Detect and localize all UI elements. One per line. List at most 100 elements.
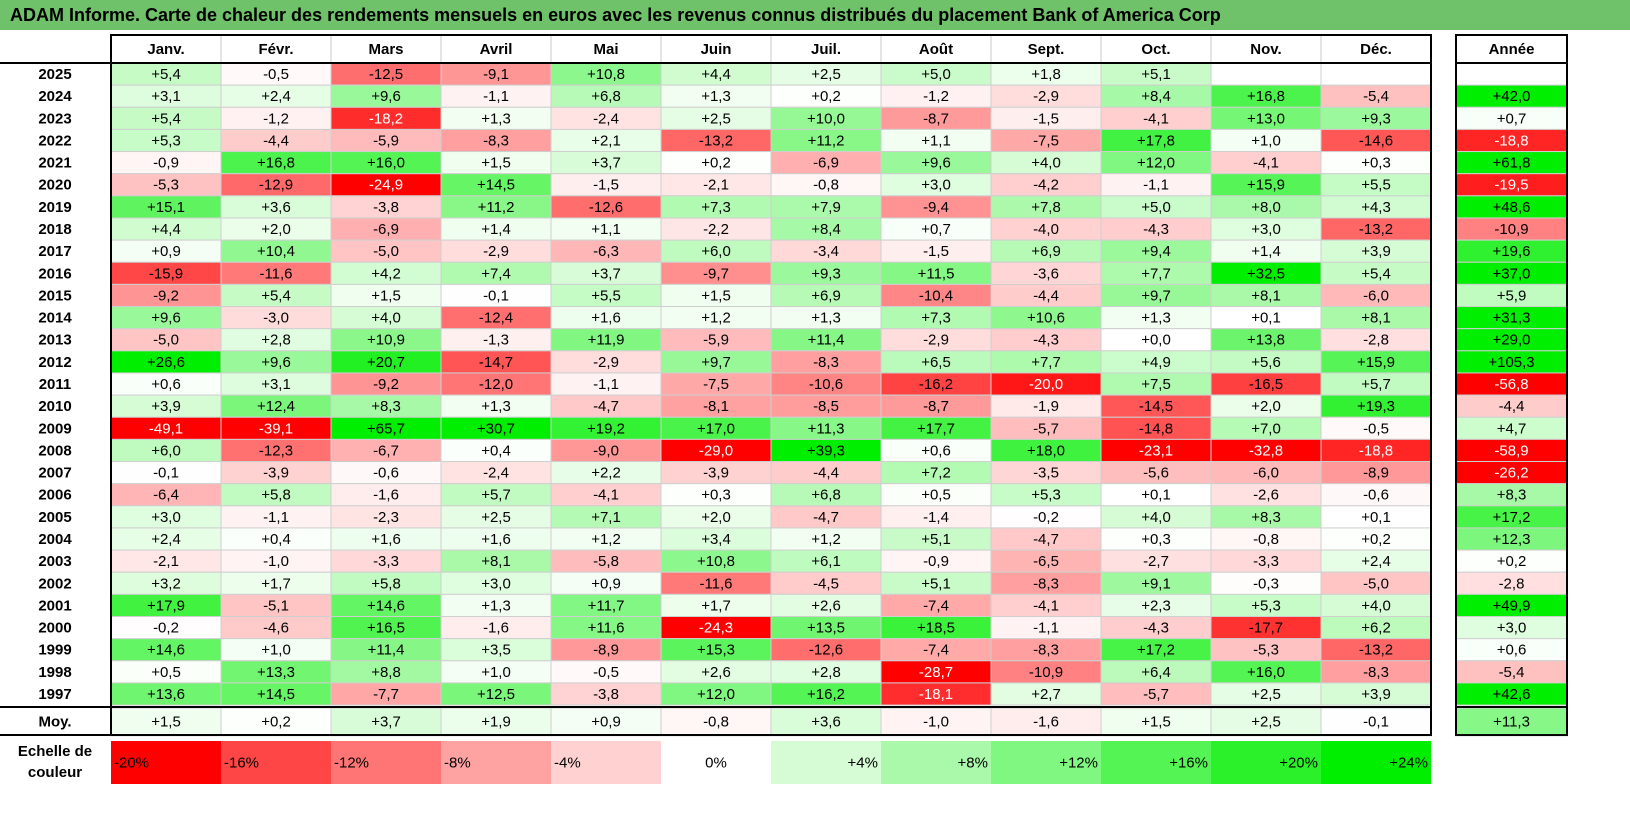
cell-value: -5,3: [153, 177, 179, 194]
cell-value: -2,1: [703, 177, 729, 194]
cell-value: +6,5: [921, 354, 951, 371]
cell-value: +3,9: [151, 398, 181, 415]
annual-value: +0,6: [1497, 642, 1527, 659]
annual-value: +0,7: [1497, 110, 1527, 127]
cell-value: -14,7: [479, 354, 513, 371]
cell-value: -1,4: [923, 509, 949, 526]
cell-value: +0,3: [1141, 531, 1171, 548]
cell-value: -4,3: [1033, 332, 1059, 349]
cell-value: +1,5: [701, 287, 731, 304]
cell-value: -28,7: [919, 664, 953, 681]
cell-value: +4,2: [371, 265, 401, 282]
cell-value: +6,1: [811, 553, 841, 570]
average-value: +2,5: [1251, 714, 1281, 731]
cell-value: +7,3: [921, 310, 951, 327]
annual-value: -2,8: [1499, 575, 1525, 592]
cell-value: -0,2: [153, 620, 179, 637]
cell-value: +2,3: [1141, 597, 1171, 614]
cell-value: -16,2: [919, 376, 953, 393]
cell-value: +17,8: [1137, 132, 1175, 149]
cell-value: +5,5: [1361, 177, 1391, 194]
year-header: Année: [1489, 41, 1535, 58]
cell-value: +2,4: [261, 88, 291, 105]
scale-label: Echelle de: [18, 743, 92, 760]
cell-value: +6,4: [1141, 664, 1171, 681]
cell-value: -24,9: [369, 177, 403, 194]
cell-value: +5,3: [1031, 487, 1061, 504]
year-label: 2021: [38, 155, 71, 172]
cell-value: +6,0: [701, 243, 731, 260]
cell-value: +6,0: [151, 442, 181, 459]
cell-value: +8,0: [1251, 199, 1281, 216]
month-header: Mars: [368, 41, 403, 58]
year-label: 2017: [38, 243, 71, 260]
cell-value: -6,3: [593, 243, 619, 260]
year-label: 1999: [38, 642, 71, 659]
year-label: 2001: [38, 597, 71, 614]
cell-value: +5,4: [151, 66, 181, 83]
cell-value: +0,3: [701, 487, 731, 504]
cell-value: +5,0: [921, 66, 951, 83]
cell-value: -14,6: [1359, 132, 1393, 149]
annual-value: -10,9: [1494, 221, 1528, 238]
average-cell: [330, 707, 442, 736]
cell-value: +0,1: [1361, 509, 1391, 526]
cell-value: -1,6: [373, 487, 399, 504]
cell-value: +3,6: [261, 199, 291, 216]
year-label: 2023: [38, 110, 71, 127]
cell-value: -0,5: [1363, 420, 1389, 437]
cell-value: +1,5: [371, 287, 401, 304]
cell-value: +8,1: [1361, 310, 1391, 327]
annual-value: +17,2: [1493, 509, 1531, 526]
cell-value: +1,0: [1251, 132, 1281, 149]
annual-value: -19,5: [1494, 177, 1528, 194]
cell-value: +3,2: [151, 575, 181, 592]
cell-value: +6,8: [591, 88, 621, 105]
year-label: 2016: [38, 265, 71, 282]
cell-value: -5,1: [263, 597, 289, 614]
annual-value: +31,3: [1493, 310, 1531, 327]
cell-value: +7,3: [701, 199, 731, 216]
average-cell: [1210, 707, 1322, 736]
cell-value: +8,3: [1251, 509, 1281, 526]
cell-value: -9,0: [593, 442, 619, 459]
scale-swatch: [881, 741, 991, 784]
cell-value: +4,9: [1141, 354, 1171, 371]
year-label: 2006: [38, 487, 71, 504]
cell-value: +2,5: [1251, 686, 1281, 703]
cell-value: +10,4: [257, 243, 295, 260]
cell-value: +2,5: [481, 509, 511, 526]
cell-value: -2,4: [483, 465, 509, 482]
cell-value: +7,0: [1251, 420, 1281, 437]
cell-value: +13,0: [1247, 110, 1285, 127]
cell-value: -4,3: [1143, 620, 1169, 637]
cell-value: +1,0: [261, 642, 291, 659]
cell-value: +3,9: [1361, 686, 1391, 703]
scale-step-label: -8%: [444, 754, 471, 771]
cell-value: +0,6: [151, 376, 181, 393]
cell-value: -5,6: [1143, 465, 1169, 482]
cell-value: +2,4: [1361, 553, 1391, 570]
cell-value: +11,5: [918, 265, 955, 282]
cell-value: +7,1: [591, 509, 621, 526]
cell-value: +14,5: [477, 177, 515, 194]
cell-value: -1,1: [483, 88, 509, 105]
cell-value: +8,4: [811, 221, 841, 238]
cell-value: +10,0: [807, 110, 845, 127]
cell-value: +0,4: [261, 531, 291, 548]
cell-value: +9,7: [701, 354, 731, 371]
cell-value: +8,1: [481, 553, 511, 570]
cell-value: -5,8: [593, 553, 619, 570]
cell-value: +3,0: [481, 575, 511, 592]
cell-value: -4,4: [1033, 287, 1059, 304]
cell-value: +5,1: [1141, 66, 1171, 83]
cell-value: -4,0: [1033, 221, 1059, 238]
cell-value: -17,7: [1249, 620, 1283, 637]
year-label: 2019: [38, 199, 71, 216]
annual-value: +0,2: [1497, 553, 1527, 570]
month-header: Août: [919, 41, 953, 58]
cell-value: -8,9: [593, 642, 619, 659]
cell-value: -1,1: [1143, 177, 1169, 194]
cell-value: -0,2: [1033, 509, 1059, 526]
cell-value: +5,3: [1251, 597, 1281, 614]
